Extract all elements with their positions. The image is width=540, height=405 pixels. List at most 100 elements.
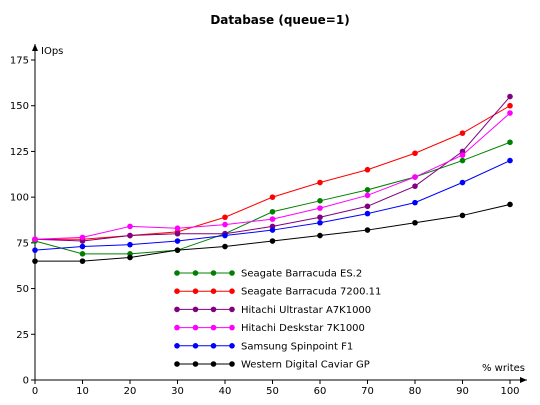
- legend-marker: [192, 324, 199, 331]
- data-point: [412, 183, 418, 189]
- data-point: [364, 166, 371, 173]
- data-point: [269, 208, 276, 215]
- data-point: [222, 214, 228, 221]
- legend-marker: [192, 343, 199, 349]
- data-point: [174, 230, 181, 237]
- legend-marker: [174, 306, 180, 313]
- legend-marker: [174, 343, 180, 349]
- data-point: [32, 236, 38, 242]
- data-point: [317, 198, 323, 204]
- x-tick-label: 30: [171, 386, 184, 397]
- axes: [32, 44, 527, 383]
- x-tick-label: 40: [219, 386, 232, 397]
- data-point: [32, 258, 38, 264]
- legend-marker: [192, 306, 199, 313]
- data-point: [412, 219, 418, 226]
- data-point: [174, 247, 181, 253]
- legend-marker: [229, 306, 235, 313]
- data-point: [364, 187, 371, 193]
- data-point: [507, 93, 513, 100]
- x-tick-label: 0: [32, 386, 38, 397]
- legend-marker: [174, 361, 180, 367]
- data-point: [317, 219, 323, 226]
- data-point: [269, 238, 276, 244]
- chart-title: Database (queue=1): [210, 13, 349, 27]
- data-point: [222, 243, 228, 250]
- x-axis-label: % writes: [482, 363, 525, 374]
- data-point: [269, 194, 276, 200]
- legend-item: Hitachi Ultrastar A7K1000: [174, 305, 371, 316]
- data-point: [507, 201, 513, 208]
- legend-label: Seagate Barracuda 7200.11: [241, 287, 381, 298]
- data-point: [459, 130, 466, 136]
- legend-marker: [210, 361, 217, 367]
- legend-marker: [229, 288, 235, 295]
- y-ticks: 0 25 50 75 100 125 150 175: [10, 56, 35, 387]
- x-tick-label: 10: [76, 386, 89, 397]
- data-point: [127, 254, 133, 261]
- data-point: [459, 152, 466, 158]
- legend-item: Seagate Barracuda 7200.11: [174, 287, 381, 298]
- data-point: [269, 216, 276, 222]
- legend-marker: [229, 270, 235, 276]
- data-point: [32, 247, 38, 253]
- legend-marker: [174, 288, 180, 295]
- legend-marker: [192, 270, 199, 276]
- data-point: [412, 150, 418, 157]
- legend-item: Seagate Barracuda ES.2: [174, 269, 362, 280]
- data-point: [317, 205, 323, 211]
- series-5: [32, 157, 513, 253]
- legend-marker: [229, 343, 235, 349]
- data-point: [222, 232, 228, 239]
- series-group: [32, 93, 513, 264]
- legend-marker: [210, 324, 217, 331]
- data-point: [364, 192, 371, 199]
- legend-marker: [192, 361, 199, 367]
- data-point: [174, 225, 181, 232]
- data-point: [507, 110, 513, 116]
- data-point: [459, 157, 466, 164]
- x-tick-label: 50: [266, 386, 279, 397]
- data-point: [317, 214, 323, 221]
- y-axis-label: IOps: [41, 46, 63, 57]
- data-point: [507, 102, 513, 109]
- x-tick-label: 80: [409, 386, 422, 397]
- data-point: [174, 238, 181, 244]
- data-point: [317, 179, 323, 186]
- y-tick-label: 175: [10, 56, 29, 67]
- x-axis-arrow: [520, 377, 527, 383]
- legend-marker: [174, 324, 180, 331]
- data-point: [127, 241, 133, 248]
- data-point: [79, 251, 86, 257]
- data-point: [79, 243, 86, 250]
- legend-marker: [229, 361, 235, 367]
- series-4: [32, 110, 513, 242]
- y-axis-arrow: [32, 44, 38, 51]
- data-point: [317, 232, 323, 239]
- legend-label: Hitachi Ultrastar A7K1000: [241, 305, 371, 316]
- data-point: [412, 199, 418, 206]
- legend-marker: [229, 324, 235, 331]
- y-tick-label: 125: [10, 147, 29, 158]
- y-tick-label: 75: [16, 238, 29, 249]
- data-point: [364, 203, 371, 210]
- y-tick-label: 150: [10, 101, 29, 112]
- legend-item: Hitachi Deskstar 7K1000: [174, 323, 365, 334]
- data-point: [79, 258, 86, 264]
- y-tick-label: 100: [10, 193, 29, 204]
- legend-label: Hitachi Deskstar 7K1000: [241, 323, 365, 334]
- legend-item: Samsung Spinpoint F1: [174, 341, 353, 352]
- data-point: [364, 227, 371, 233]
- x-tick-label: 60: [314, 386, 327, 397]
- data-point: [412, 174, 418, 180]
- y-tick-label: 50: [16, 284, 29, 295]
- series-6: [32, 201, 513, 264]
- data-point: [222, 221, 228, 228]
- data-point: [79, 234, 86, 241]
- x-tick-label: 100: [500, 386, 519, 397]
- series-line: [34, 160, 511, 251]
- y-tick-label: 25: [16, 330, 29, 341]
- legend-marker: [210, 343, 217, 349]
- y-tick-label: 0: [23, 376, 29, 387]
